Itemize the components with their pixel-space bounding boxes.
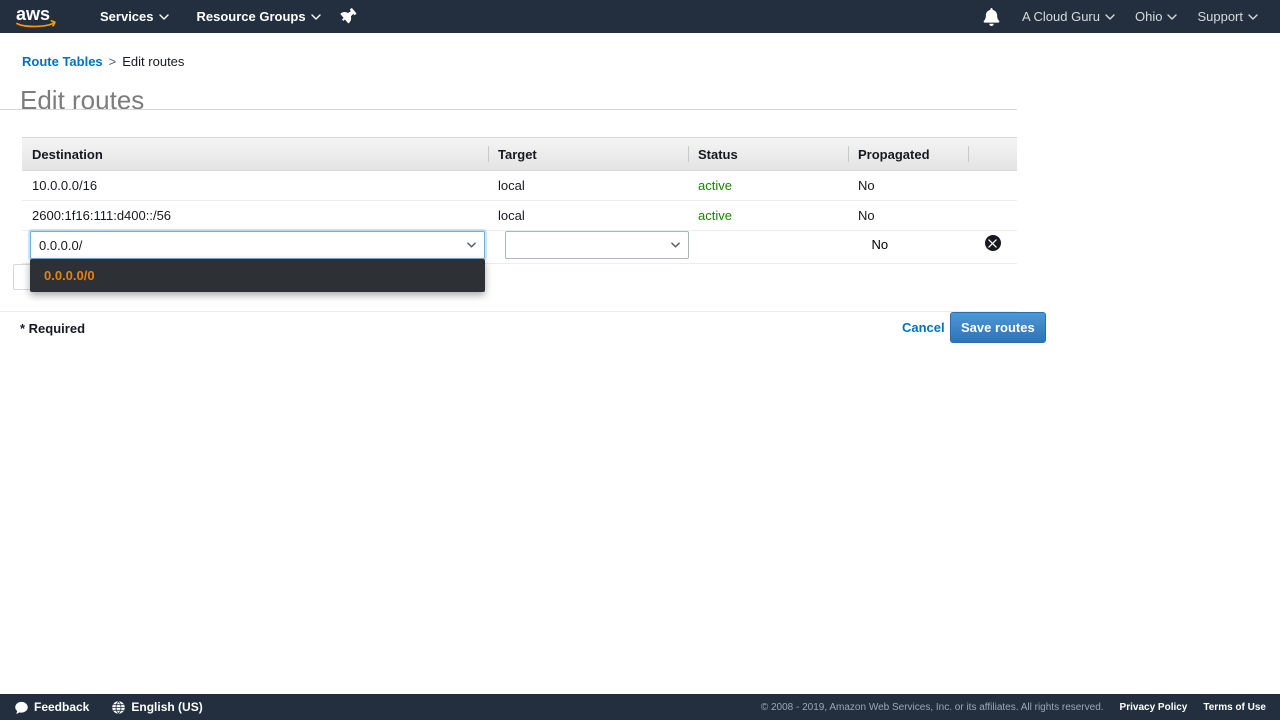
svg-text:aws: aws [16, 5, 50, 24]
